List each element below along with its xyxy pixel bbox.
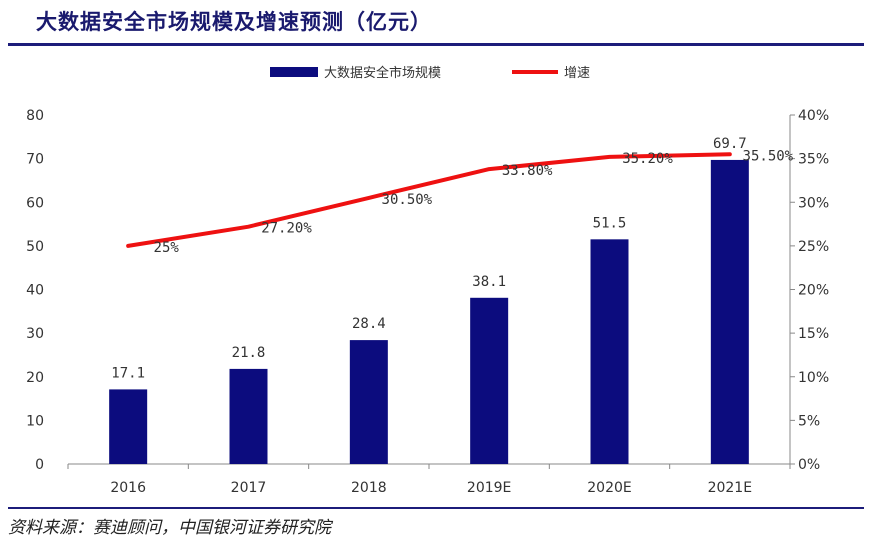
growth-line xyxy=(126,152,732,248)
legend: 大数据安全市场规模 增速 xyxy=(270,65,590,81)
bar-value-label: 69.7 xyxy=(713,136,747,152)
x-tick-label: 2017 xyxy=(231,480,267,496)
x-tick-label: 2016 xyxy=(110,480,146,496)
left-y-tick-label: 70 xyxy=(26,152,44,168)
bar xyxy=(349,340,388,464)
left-y-tick-label: 40 xyxy=(26,283,44,299)
axes: 0 10 20 30 40 50 60 70 80 0% 5% 10% 15% 20% 25% 30% 35% 4… xyxy=(26,108,829,496)
right-y-tick-label: 40% xyxy=(798,108,829,124)
right-y-tick-label: 30% xyxy=(798,195,829,211)
left-y-tick-label: 80 xyxy=(26,108,44,124)
right-y-tick-label: 35% xyxy=(798,152,829,168)
growth-value-label: 27.20% xyxy=(261,221,312,237)
left-y-tick-label: 10 xyxy=(26,413,44,429)
growth-value-label: 33.80% xyxy=(502,163,553,179)
line-series xyxy=(126,152,732,248)
bottom-rule xyxy=(8,507,864,509)
legend-label-bar: 大数据安全市场规模 xyxy=(324,65,441,81)
bar-value-label: 17.1 xyxy=(111,365,145,381)
bar xyxy=(710,159,749,464)
title-rule xyxy=(8,43,864,46)
right-y-tick-label: 0% xyxy=(798,457,820,473)
bar xyxy=(470,297,509,464)
right-y-tick-label: 25% xyxy=(798,239,829,255)
left-y-tick-label: 60 xyxy=(26,195,44,211)
left-y-tick-label: 50 xyxy=(26,239,44,255)
data-labels: 17.1 21.8 28.4 38.1 51.5 69.7 25% 27.20% 30.50% 3… xyxy=(111,136,793,381)
bar xyxy=(229,368,268,464)
bar-series xyxy=(109,159,749,464)
right-y-tick-label: 15% xyxy=(798,326,829,342)
bar-value-label: 38.1 xyxy=(472,274,506,290)
growth-value-label: 35.50% xyxy=(743,148,794,164)
right-y-tick-label: 20% xyxy=(798,283,829,299)
bar xyxy=(109,389,148,464)
legend-label-line: 增速 xyxy=(564,66,590,81)
bar-value-label: 21.8 xyxy=(232,345,266,361)
x-tick-label: 2021E xyxy=(708,480,752,496)
bar-value-label: 51.5 xyxy=(593,215,627,231)
source-note: 资料来源：赛迪顾问，中国银河证券研究院 xyxy=(8,518,331,538)
legend-swatch-bar xyxy=(270,67,318,77)
growth-value-label: 35.20% xyxy=(622,151,673,167)
right-y-tick-label: 5% xyxy=(798,413,820,429)
bar-value-label: 28.4 xyxy=(352,316,386,332)
right-y-tick-label: 10% xyxy=(798,370,829,386)
figure-title: 大数据安全市场规模及增速预测（亿元） xyxy=(36,9,432,34)
left-y-tick-label: 0 xyxy=(35,457,44,473)
chart: 大数据安全市场规模 增速 0 10 20 30 40 50 60 70 80 0% 5% 10% 15% 2… xyxy=(26,65,829,496)
left-y-tick-label: 20 xyxy=(26,370,44,386)
growth-value-label: 30.50% xyxy=(382,192,433,208)
x-tick-label: 2019E xyxy=(467,480,511,496)
bar xyxy=(590,239,629,464)
x-tick-label: 2020E xyxy=(587,480,631,496)
x-tick-label: 2018 xyxy=(351,480,387,496)
left-y-tick-label: 30 xyxy=(26,326,44,342)
growth-value-label: 25% xyxy=(154,240,180,256)
